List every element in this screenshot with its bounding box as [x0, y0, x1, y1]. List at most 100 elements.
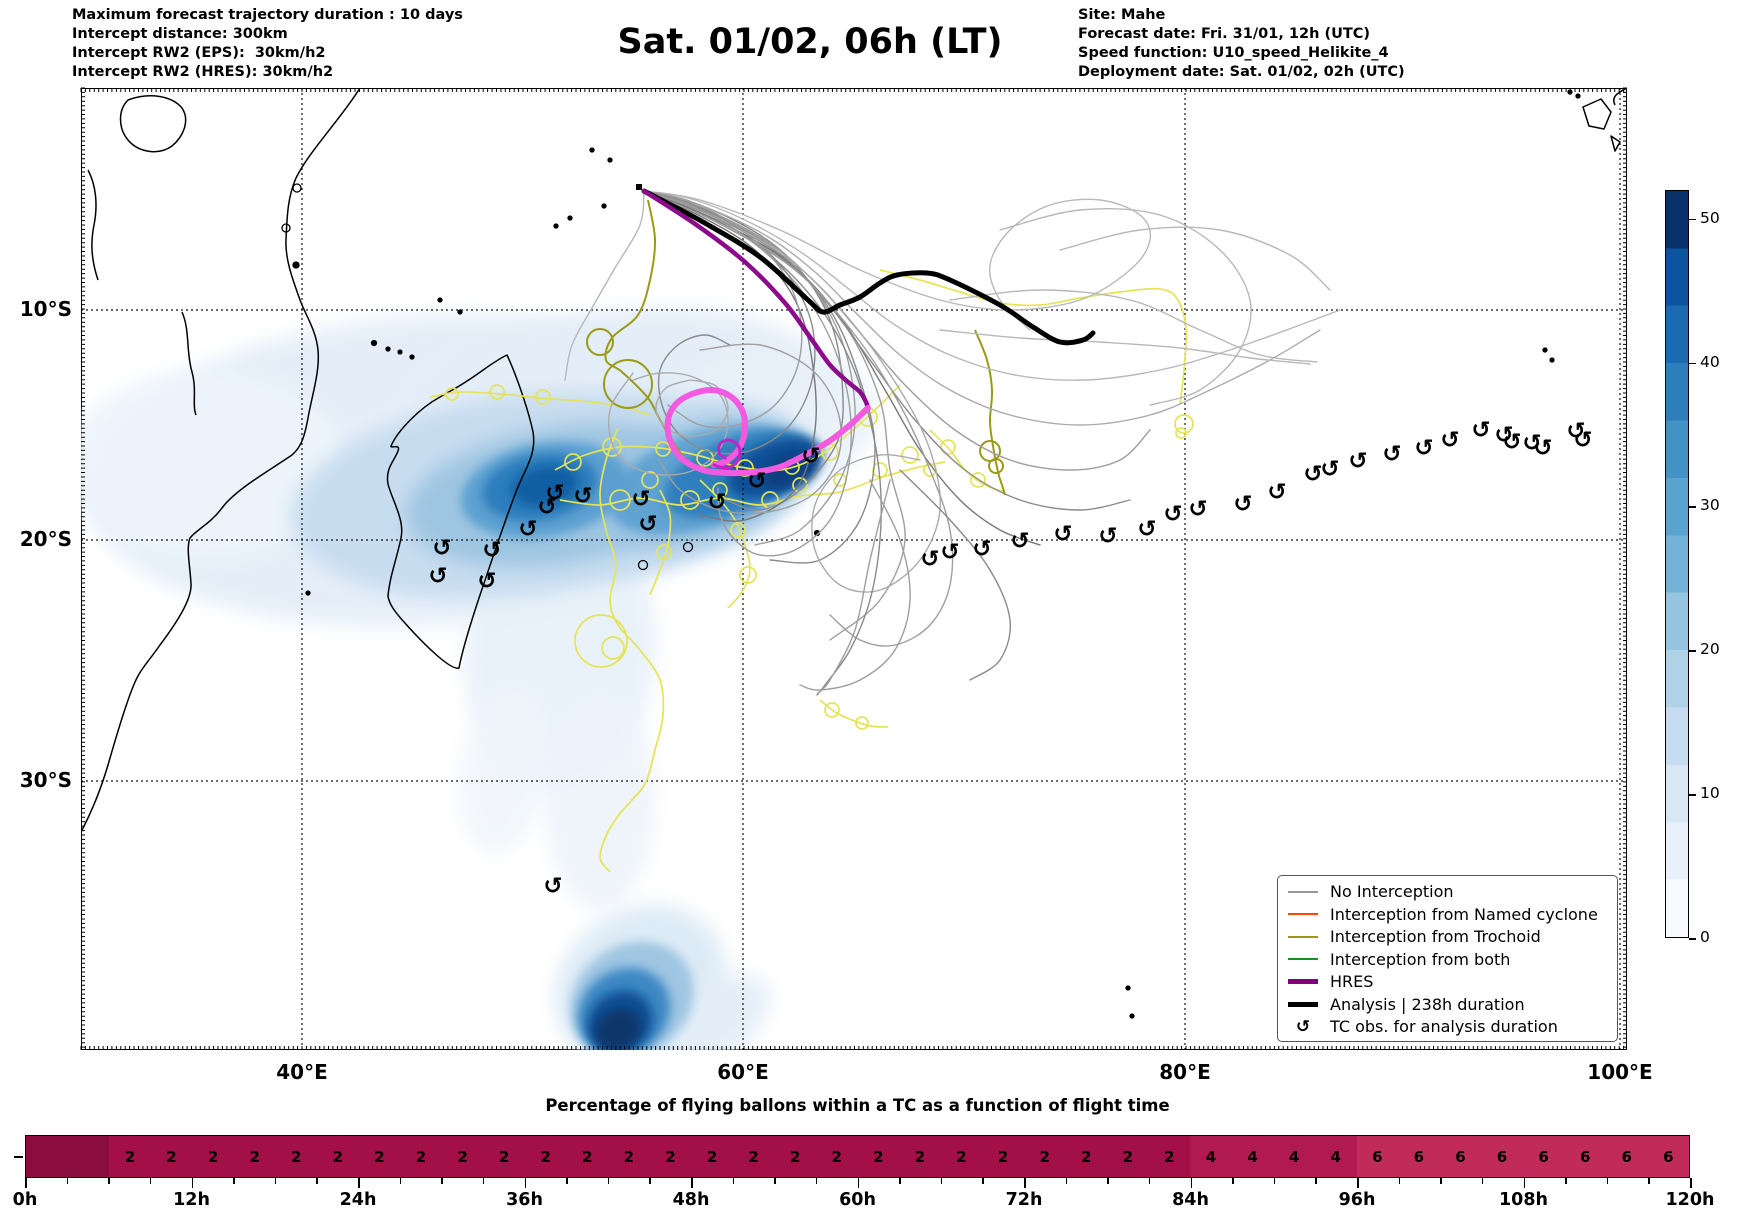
island: [305, 590, 311, 596]
colorbar-tick: [1689, 362, 1696, 365]
trochoid-loop: [586, 328, 614, 356]
balloon-bar-cell: [26, 1136, 68, 1177]
island: [601, 203, 607, 209]
legend-item: HRES: [1288, 971, 1609, 992]
ensemble-trajectory: [657, 343, 842, 515]
island: [1575, 93, 1581, 99]
trochoid-loop: [970, 472, 986, 488]
balloon-bar-tick: [940, 1178, 943, 1184]
balloon-bar-cell: 6: [1564, 1136, 1606, 1177]
tc-obs-marker: ↺: [631, 487, 650, 513]
tc-obs-marker: ↺: [543, 874, 562, 900]
balloon-bar-cell: 2: [899, 1136, 941, 1177]
colorbar-tick-label: 40: [1700, 352, 1720, 371]
balloon-bar-tick: [524, 1178, 526, 1188]
balloon-bar-cell: 4: [1314, 1136, 1357, 1177]
balloon-bar-tick: [149, 1178, 152, 1184]
balloon-bar-cell: 2: [857, 1136, 900, 1177]
tc-obs-marker: ↺: [428, 564, 447, 590]
island: [292, 261, 300, 269]
island: [370, 339, 378, 347]
balloon-bar-tick: [815, 1178, 818, 1184]
colorbar-tick-label: 50: [1700, 208, 1720, 227]
legend-item: Interception from Trochoid: [1288, 926, 1609, 947]
balloon-bar-hour-label: 48h: [672, 1190, 710, 1210]
trochoid-loop: [603, 359, 653, 409]
tc-obs-marker: ↺: [1471, 418, 1490, 444]
map-layers: ↺↺ ↺↺↺↺↺ ↺ ↺↺↺↺↺↺↺ ↺ ↺ ↺ ↺ ↺ ↺↺ ↺ ↺ ↺↺↺ ↺ ↺ ↺ ↺ ↺ ↺↺ ↺↺↺↺: [81, 88, 1627, 1050]
balloon-bar-tick: [274, 1178, 277, 1184]
balloon-bar-cell: 6: [1398, 1136, 1440, 1177]
balloon-bar-tick: [566, 1178, 568, 1184]
balloon-bar-tick: [857, 1178, 859, 1188]
coastline: [181, 311, 197, 416]
forecast-params-text: Maximum forecast trajectory duration : 1…: [72, 7, 463, 80]
balloon-bar-cell: 6: [1605, 1136, 1648, 1177]
balloon-bar-hour-label: 12h: [173, 1190, 210, 1210]
colorbar-tick: [1689, 506, 1696, 508]
legend-item-label: HRES: [1330, 972, 1374, 991]
balloon-bar-hour-label: 108h: [1499, 1190, 1548, 1210]
legend-line-sample: [1288, 1001, 1318, 1007]
density-blob: [545, 690, 655, 910]
balloon-bar-tick: [649, 1178, 651, 1184]
balloon-bar-cell: 2: [441, 1136, 484, 1177]
tc-obs-marker: ↺: [1440, 428, 1459, 454]
trochoid-loop: [739, 566, 757, 584]
coastline: [87, 169, 99, 281]
balloon-bar-cell: 6: [1439, 1136, 1482, 1177]
trochoid-loop: [535, 389, 551, 405]
ensemble-trajectory: [643, 190, 1152, 331]
density-field: [81, 306, 878, 1050]
coastline: [1610, 135, 1621, 152]
colorbar-tick-label: 30: [1700, 496, 1720, 515]
balloon-bar-cell: 2: [691, 1136, 733, 1177]
balloon-bar-tick: [1398, 1178, 1401, 1184]
island: [637, 559, 649, 571]
balloon-bar-cell: 2: [774, 1136, 816, 1177]
ensemble-trajectory: [643, 190, 876, 564]
balloon-bar-tick: [982, 1178, 984, 1184]
ensemble-trajectory: [899, 469, 1012, 681]
balloon-bar-cell: 2: [1065, 1136, 1108, 1177]
balloon-bar-tick: [1190, 1178, 1192, 1188]
balloon-bar-cell: 2: [275, 1136, 318, 1177]
tc-obs-marker: ↺: [920, 547, 939, 573]
cyclone-symbol-icon: ↺: [1295, 1016, 1311, 1037]
legend-item: Analysis | 238h duration: [1288, 994, 1609, 1015]
tc-obs-marker: ↺: [1267, 480, 1286, 506]
balloon-bar-hour-label: 96h: [1338, 1190, 1376, 1210]
balloon-bar-cell: 6: [1481, 1136, 1523, 1177]
axis-minor-ticks: [80, 87, 1627, 1050]
coastline: [1613, 88, 1627, 106]
tc-obs-marker: ↺: [1494, 423, 1513, 449]
balloon-bar-cell: 2: [524, 1136, 567, 1177]
trochoid-loop: [609, 489, 631, 511]
trochoid-path: [974, 329, 1006, 496]
balloon-bar-hour-label: 84h: [1172, 1190, 1209, 1210]
balloon-bar-tick: [732, 1178, 735, 1184]
balloon-bar-cell: 2: [1148, 1136, 1191, 1177]
balloon-bar-cell: 4: [1273, 1136, 1315, 1177]
trochoid-loop: [901, 446, 919, 464]
tc-obs-marker: ↺: [1137, 517, 1156, 543]
island: [385, 346, 391, 352]
site-info-text: Site: Mahe Forecast date: Fri. 31/01, 12…: [1078, 7, 1405, 80]
trochoid-loop: [641, 471, 659, 489]
tc-obs-marker: ↺: [432, 536, 451, 562]
density-blob: [595, 1008, 641, 1050]
trochoid-loop: [988, 458, 1004, 474]
balloon-bar-tick: [358, 1178, 360, 1188]
tc-obs-marker: ↺: [1502, 430, 1521, 456]
island: [457, 309, 463, 315]
trochoid-loop: [489, 384, 505, 400]
ensemble-trajectory: [643, 190, 942, 593]
tc-obs-marker: ↺: [477, 569, 496, 595]
trochoid-loop: [601, 636, 625, 660]
balloon-bar-tick: [1523, 1178, 1525, 1188]
colorbar[interactable]: [1665, 190, 1689, 938]
tc-obs-marker: ↺: [1522, 431, 1541, 457]
balloon-bar-tick: [691, 1178, 693, 1188]
tc-obs-marker: ↺: [518, 517, 537, 543]
